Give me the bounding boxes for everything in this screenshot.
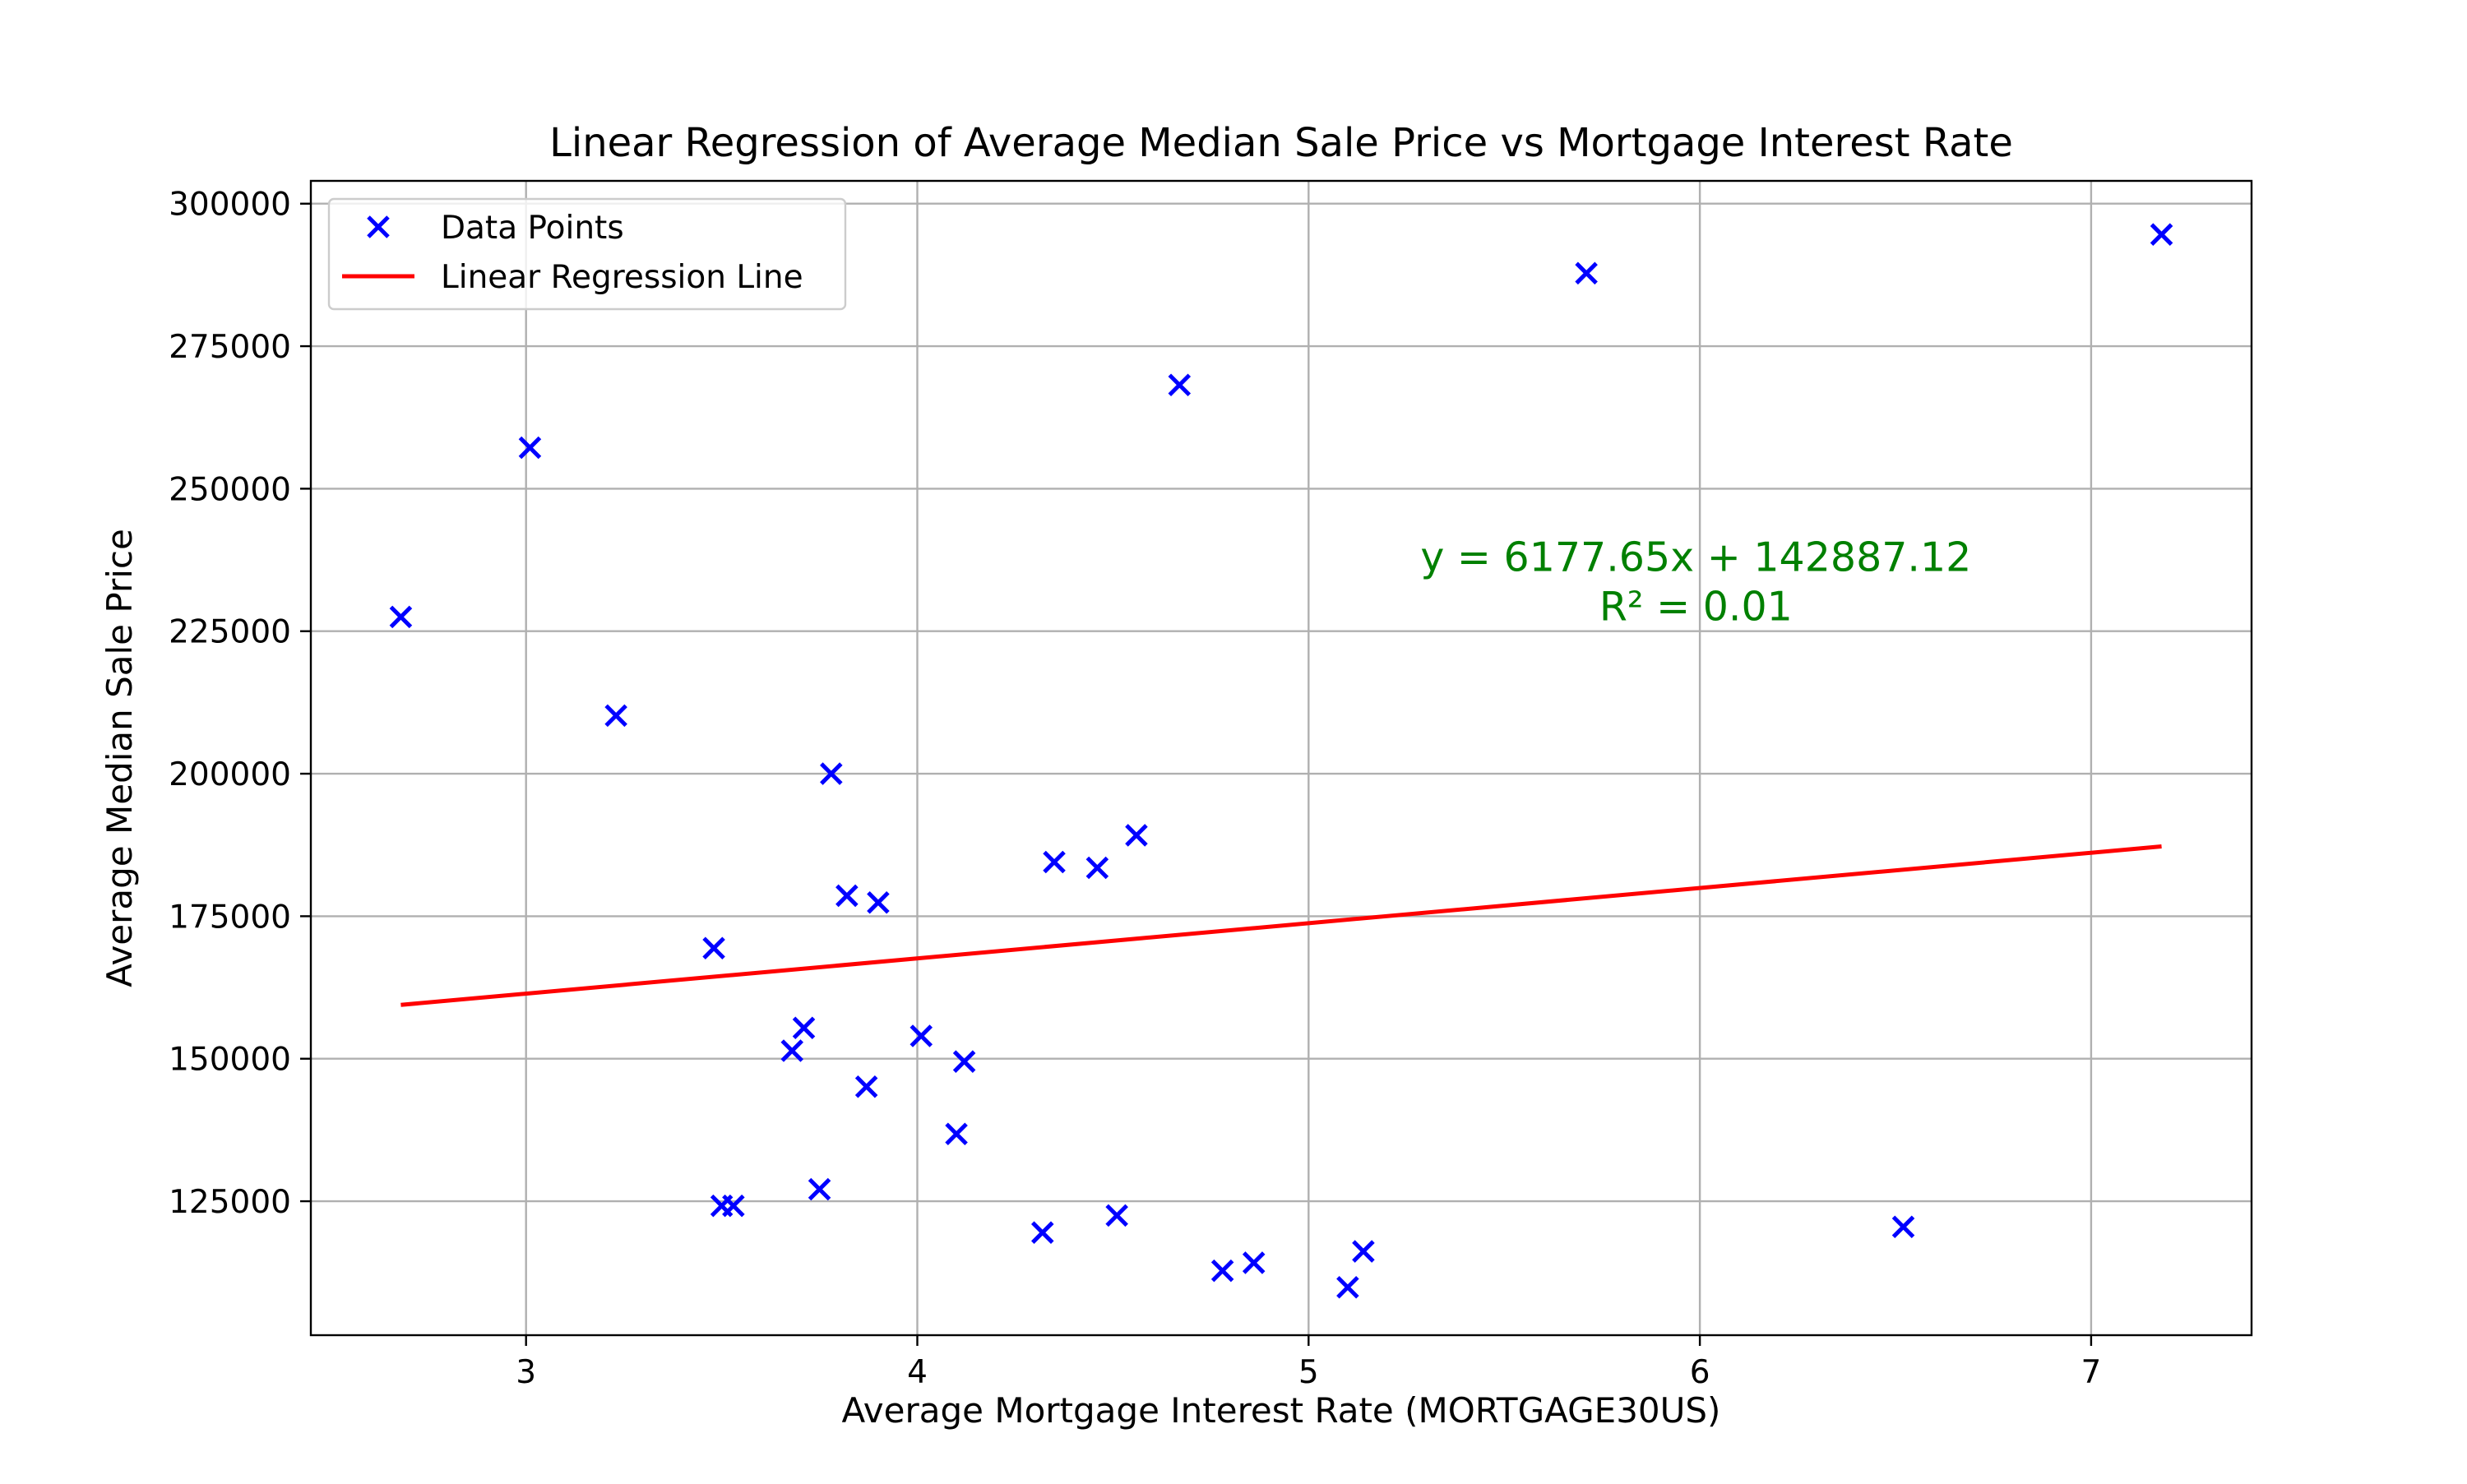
y-tick-label: 150000: [169, 1042, 291, 1079]
data-point-stroke: [910, 1024, 933, 1047]
x-tick-label: 4: [907, 1354, 928, 1391]
x-tick-label: 3: [516, 1354, 536, 1391]
data-point-stroke: [1352, 1240, 1375, 1263]
data-point: [910, 1024, 933, 1047]
y-tick-label: 250000: [169, 471, 291, 508]
y-tick-label: 300000: [169, 187, 291, 224]
data-point: [389, 605, 413, 629]
data-point-stroke: [722, 1194, 745, 1218]
data-point: [792, 1016, 816, 1040]
legend: Data Points Linear Regression Line: [327, 197, 847, 311]
data-point: [780, 1039, 804, 1062]
data-point-stroke: [854, 1075, 878, 1098]
data-point-stroke: [867, 890, 890, 914]
y-tick-label: 275000: [169, 329, 291, 366]
data-point: [835, 884, 859, 908]
data-point-stroke: [820, 762, 843, 785]
regression-equation-annotation: y = 6177.65x + 142887.12 R² = 0.01: [1420, 534, 1971, 630]
data-point: [854, 1075, 878, 1098]
data-point-stroke: [1030, 1221, 1054, 1244]
x-tick-label: 7: [2081, 1354, 2102, 1391]
data-point-stroke: [1125, 824, 1148, 847]
y-tick-label: 125000: [169, 1184, 291, 1221]
x-tick-label: 5: [1298, 1354, 1319, 1391]
data-point: [1336, 1275, 1359, 1299]
data-point-stroke: [389, 605, 413, 629]
data-point: [702, 936, 725, 959]
data-point-stroke: [1105, 1204, 1128, 1227]
data-point-stroke: [1891, 1215, 1915, 1239]
y-tick-label: 200000: [169, 756, 291, 793]
data-point-stroke: [952, 1050, 976, 1073]
data-point: [867, 890, 890, 914]
data-point: [1105, 1204, 1128, 1227]
data-point-stroke: [1043, 850, 1066, 874]
data-point: [722, 1194, 745, 1218]
y-axis-title: Average Median Sale Price: [100, 529, 140, 987]
data-point-stroke: [1210, 1259, 1234, 1283]
data-point: [952, 1050, 976, 1073]
data-point-stroke: [1168, 373, 1192, 396]
data-point: [1352, 1240, 1375, 1263]
data-point: [2150, 223, 2173, 246]
data-point: [1125, 824, 1148, 847]
tick-layer: 3 4 5 6 7 125000 150000 175000 200000 225000 25000…: [169, 187, 2101, 1391]
y-tick-label: 225000: [169, 614, 291, 651]
chart-title: Linear Regression of Average Median Sale…: [549, 120, 2013, 166]
regression-line: [400, 844, 2162, 1007]
legend-marker-data-points: [367, 215, 390, 238]
data-layer: [389, 223, 2173, 1299]
data-point-stroke: [1085, 856, 1109, 880]
data-point: [808, 1177, 831, 1201]
data-point: [1085, 856, 1109, 880]
data-point-stroke: [518, 436, 542, 460]
data-point: [1210, 1259, 1234, 1283]
data-point: [1043, 850, 1066, 874]
legend-label-data-points: Data Points: [441, 210, 624, 247]
r-squared-text: R² = 0.01: [1599, 583, 1793, 630]
data-point: [945, 1122, 968, 1146]
legend-label-regression-line: Linear Regression Line: [441, 259, 803, 296]
data-point-stroke: [792, 1016, 816, 1040]
data-point: [820, 762, 843, 785]
data-point-stroke: [835, 884, 859, 908]
data-point-stroke: [780, 1039, 804, 1062]
regression-equation-text: y = 6177.65x + 142887.12: [1420, 534, 1971, 580]
data-point-stroke: [604, 704, 627, 728]
data-point-stroke: [2150, 223, 2173, 246]
data-point-stroke: [1242, 1251, 1266, 1274]
data-point: [1168, 373, 1192, 396]
x-axis-title: Average Mortgage Interest Rate (MORTGAGE…: [842, 1390, 1721, 1431]
data-point-stroke: [1336, 1275, 1359, 1299]
grid-layer: [311, 181, 2252, 1335]
data-point: [604, 704, 627, 728]
data-point: [518, 436, 542, 460]
legend-marker-stroke: [367, 215, 390, 238]
data-point-stroke: [945, 1122, 968, 1146]
data-point: [1242, 1251, 1266, 1274]
x-tick-label: 6: [1690, 1354, 1710, 1391]
plot-area-frame: [309, 179, 2253, 1337]
data-point: [1030, 1221, 1054, 1244]
data-point: [1891, 1215, 1915, 1239]
data-point-stroke: [808, 1177, 831, 1201]
legend-box: [327, 197, 847, 311]
data-point-stroke: [702, 936, 725, 959]
y-tick-label: 175000: [169, 899, 291, 936]
data-point: [1575, 261, 1598, 285]
data-point-stroke: [1575, 261, 1598, 285]
